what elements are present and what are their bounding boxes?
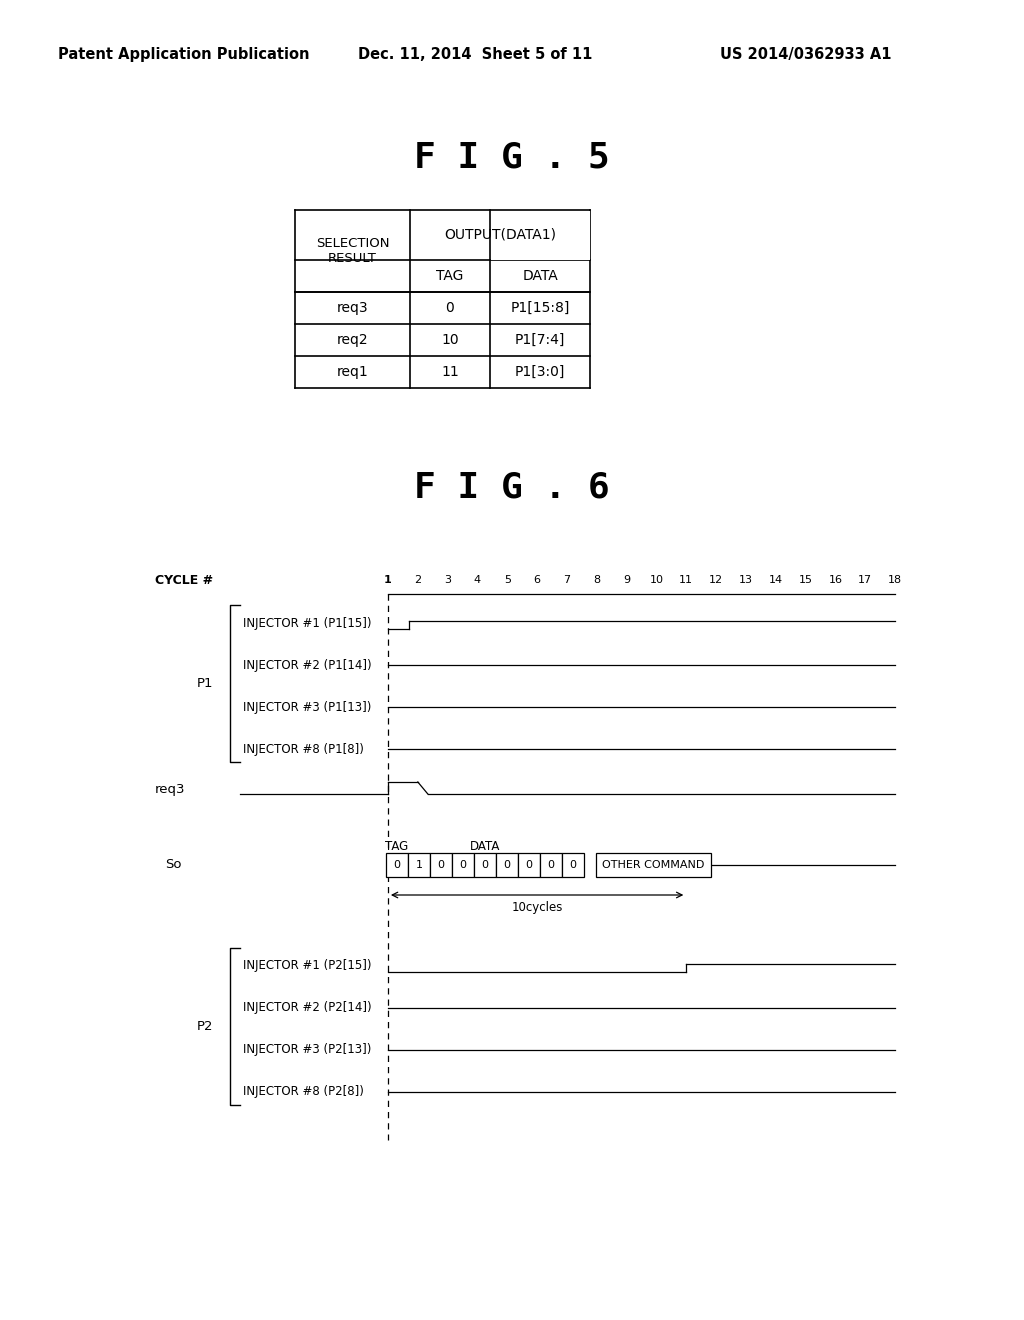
- Bar: [518, 853, 540, 876]
- Text: req3: req3: [155, 784, 185, 796]
- Bar: [540, 853, 562, 876]
- Text: 16: 16: [828, 576, 843, 585]
- Text: 10cycles: 10cycles: [511, 900, 563, 913]
- Text: 7: 7: [563, 576, 570, 585]
- Text: TAG: TAG: [385, 841, 409, 854]
- Text: P1: P1: [197, 677, 213, 690]
- Text: F I G . 6: F I G . 6: [414, 470, 610, 504]
- Text: 18: 18: [888, 576, 902, 585]
- Text: 11: 11: [679, 576, 693, 585]
- Text: 0: 0: [548, 861, 555, 870]
- Text: INJECTOR #2 (P1[14]): INJECTOR #2 (P1[14]): [243, 659, 372, 672]
- Text: 10: 10: [649, 576, 664, 585]
- Text: 17: 17: [858, 576, 872, 585]
- Text: 10: 10: [441, 333, 459, 347]
- Text: 0: 0: [481, 861, 488, 870]
- Bar: [408, 853, 430, 876]
- Text: 1: 1: [384, 576, 392, 585]
- Text: 8: 8: [593, 576, 600, 585]
- Bar: [386, 853, 408, 876]
- Text: INJECTOR #1 (P1[15]): INJECTOR #1 (P1[15]): [243, 616, 372, 630]
- Text: 0: 0: [504, 861, 511, 870]
- Text: INJECTOR #3 (P1[13]): INJECTOR #3 (P1[13]): [243, 701, 372, 714]
- Text: 0: 0: [569, 861, 577, 870]
- Text: 0: 0: [445, 301, 455, 315]
- Text: OTHER COMMAND: OTHER COMMAND: [602, 861, 705, 870]
- Text: INJECTOR #2 (P2[14]): INJECTOR #2 (P2[14]): [243, 1002, 372, 1015]
- Text: 4: 4: [474, 576, 481, 585]
- Text: F I G . 5: F I G . 5: [414, 140, 610, 174]
- Text: 0: 0: [525, 861, 532, 870]
- Text: 3: 3: [444, 576, 452, 585]
- Text: 0: 0: [393, 861, 400, 870]
- Text: 0: 0: [460, 861, 467, 870]
- Bar: [596, 853, 711, 876]
- Text: 15: 15: [799, 576, 812, 585]
- Text: 14: 14: [769, 576, 782, 585]
- Bar: [474, 853, 496, 876]
- Text: US 2014/0362933 A1: US 2014/0362933 A1: [720, 48, 892, 62]
- Text: req2: req2: [337, 333, 369, 347]
- Text: So: So: [165, 858, 181, 871]
- Bar: [492, 210, 590, 260]
- Text: P1[15:8]: P1[15:8]: [510, 301, 569, 315]
- Text: Dec. 11, 2014  Sheet 5 of 11: Dec. 11, 2014 Sheet 5 of 11: [358, 48, 592, 62]
- Text: req1: req1: [337, 366, 369, 379]
- Bar: [496, 853, 518, 876]
- Bar: [562, 853, 584, 876]
- Text: INJECTOR #8 (P2[8]): INJECTOR #8 (P2[8]): [243, 1085, 364, 1098]
- Text: OUTPUT(DATA1): OUTPUT(DATA1): [444, 228, 556, 242]
- Text: 0: 0: [437, 861, 444, 870]
- Text: INJECTOR #3 (P2[13]): INJECTOR #3 (P2[13]): [243, 1044, 372, 1056]
- Text: 9: 9: [623, 576, 630, 585]
- Text: P1[7:4]: P1[7:4]: [515, 333, 565, 347]
- Bar: [430, 853, 452, 876]
- Text: DATA: DATA: [522, 269, 558, 282]
- Text: req3: req3: [337, 301, 369, 315]
- Text: SELECTION
RESULT: SELECTION RESULT: [315, 238, 389, 265]
- Text: P1[3:0]: P1[3:0]: [515, 366, 565, 379]
- Text: Patent Application Publication: Patent Application Publication: [58, 48, 309, 62]
- Text: DATA: DATA: [470, 841, 500, 854]
- Text: 13: 13: [739, 576, 753, 585]
- Text: TAG: TAG: [436, 269, 464, 282]
- Text: 5: 5: [504, 576, 511, 585]
- Bar: [452, 853, 474, 876]
- Text: 12: 12: [709, 576, 723, 585]
- Text: INJECTOR #8 (P1[8]): INJECTOR #8 (P1[8]): [243, 742, 364, 755]
- Text: 6: 6: [534, 576, 541, 585]
- Text: CYCLE #: CYCLE #: [155, 573, 213, 586]
- Text: INJECTOR #1 (P2[15]): INJECTOR #1 (P2[15]): [243, 960, 372, 973]
- Text: 11: 11: [441, 366, 459, 379]
- Text: P2: P2: [197, 1020, 213, 1034]
- Text: 2: 2: [415, 576, 422, 585]
- Text: 1: 1: [416, 861, 423, 870]
